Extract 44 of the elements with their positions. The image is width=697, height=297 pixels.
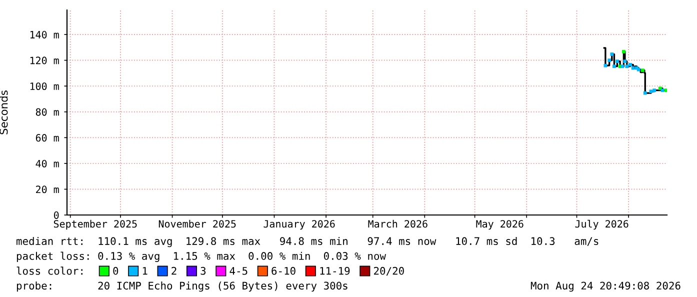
x-tick-label: September 2025 [54, 220, 137, 230]
legend-label: 2 [172, 266, 176, 275]
point [604, 64, 608, 68]
point [643, 91, 647, 95]
point [664, 88, 667, 92]
text: packet loss: 0.13 % avg 1.15 % max 0.00 % min 0.03 % now [16, 252, 386, 262]
y-tick-label: 140 m [30, 30, 59, 38]
y-tick-label: 60 m [36, 134, 59, 142]
x-tick-label: May 2026 [476, 220, 524, 230]
legend-label: 3 [200, 266, 206, 275]
x-tick-label: January 2026 [264, 220, 335, 230]
point [628, 62, 632, 66]
x-tick-label: November 2025 [158, 220, 236, 228]
y-tick-label: 120 m [30, 56, 59, 64]
point [652, 88, 656, 92]
point [660, 88, 664, 92]
legend-label: 1 [142, 267, 148, 275]
legend-label: 20/20 [374, 266, 404, 276]
point [649, 90, 653, 94]
y-tick-label: 80 m [36, 108, 59, 116]
y-tick-label: 20 m [36, 186, 59, 194]
point [608, 58, 612, 62]
x-tick-label: July 2026 [575, 220, 628, 230]
legend-label: 4-5 [230, 267, 248, 275]
x-tick-label: March 2026 [368, 220, 428, 228]
y-tick-label: 0 [54, 211, 59, 219]
legend-title: loss color: [16, 266, 82, 275]
point [616, 60, 619, 64]
text: Mon Aug 24 20:49:08 2026 [530, 282, 680, 292]
point [640, 68, 644, 72]
y-tick-label: 100 m [30, 82, 59, 90]
point [612, 64, 616, 68]
point [622, 50, 626, 54]
text: probe: 20 ICMP Echo Pings (56 Bytes) every 300s [16, 282, 348, 292]
legend-label: 0 [113, 266, 118, 275]
point [623, 60, 627, 64]
text: median rtt: 110.1 ms avg 129.8 ms max 94.8 ms min 97.4 ms now 10.7 ms sd 10.3 am/s [16, 236, 598, 248]
y-tick-label: 40 m [36, 160, 59, 168]
point [610, 52, 614, 56]
point [620, 64, 624, 68]
legend-label: 11-19 [320, 266, 350, 275]
point [625, 64, 629, 68]
point [631, 66, 635, 70]
legend-label: 6-10 [272, 266, 296, 275]
